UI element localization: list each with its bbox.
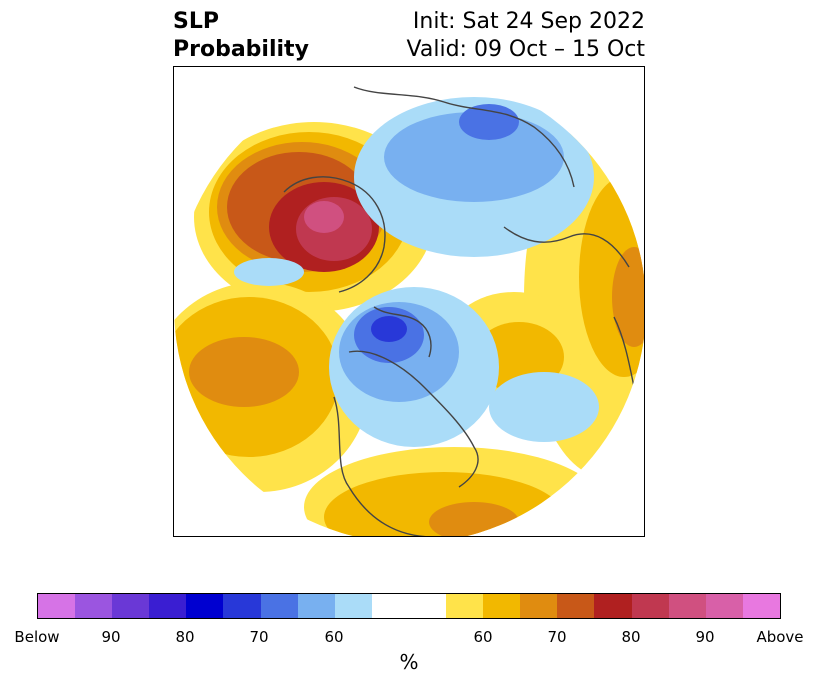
colorbar-tick-label: 90 <box>101 628 121 646</box>
colorbar-segment-14 <box>594 594 632 618</box>
colorbar-segment-10 <box>446 594 484 618</box>
colorbar-tick-label: 90 <box>695 628 715 646</box>
coastlines <box>283 86 635 536</box>
colorbar-tick-label: Below <box>14 628 60 646</box>
colorbar-segment-7 <box>297 594 335 618</box>
colorbar-tick-label: 60 <box>324 628 344 646</box>
colorbar-segment-16 <box>668 594 706 618</box>
colorbar-segment-6 <box>260 594 298 618</box>
colorbar-segment-13 <box>557 594 595 618</box>
colorbar-tick-label: 80 <box>175 628 195 646</box>
colorbar-tick-label: 70 <box>547 628 567 646</box>
colorbar-segment-9 <box>371 594 447 618</box>
anomaly-low-canada <box>234 258 599 447</box>
map-title: SLP Probability <box>173 8 309 64</box>
anomaly-low-arctic <box>354 97 594 257</box>
colorbar-segment-8 <box>334 594 372 618</box>
colorbar-segment-12 <box>520 594 558 618</box>
colorbar-segment-0 <box>38 594 76 618</box>
map-subtitle: Init: Sat 24 Sep 2022 Valid: 09 Oct – 15… <box>407 8 645 64</box>
colorbar-segment-18 <box>742 594 780 618</box>
map-panel <box>173 66 645 537</box>
colorbar-tick-label: Above <box>756 628 804 646</box>
colorbar-tick-label: 70 <box>249 628 269 646</box>
colorbar-tick-label: 80 <box>621 628 641 646</box>
valid-range: Valid: 09 Oct – 15 Oct <box>406 37 645 62</box>
colorbar-segment-17 <box>705 594 743 618</box>
colorbar-segment-5 <box>223 594 261 618</box>
title-line-2: Probability <box>173 37 309 62</box>
colorbar-segment-11 <box>483 594 521 618</box>
colorbar-segment-2 <box>112 594 150 618</box>
init-date: Init: Sat 24 Sep 2022 <box>412 9 645 34</box>
colorbar-segment-15 <box>631 594 669 618</box>
colorbar-tick-label: 60 <box>473 628 493 646</box>
probability-map <box>174 71 644 536</box>
colorbar-segment-1 <box>75 594 113 618</box>
colorbar-unit: % <box>399 650 419 674</box>
title-line-1: SLP <box>173 9 219 34</box>
colorbar-segment-3 <box>149 594 187 618</box>
colorbar-segment-4 <box>186 594 224 618</box>
colorbar <box>37 593 781 619</box>
